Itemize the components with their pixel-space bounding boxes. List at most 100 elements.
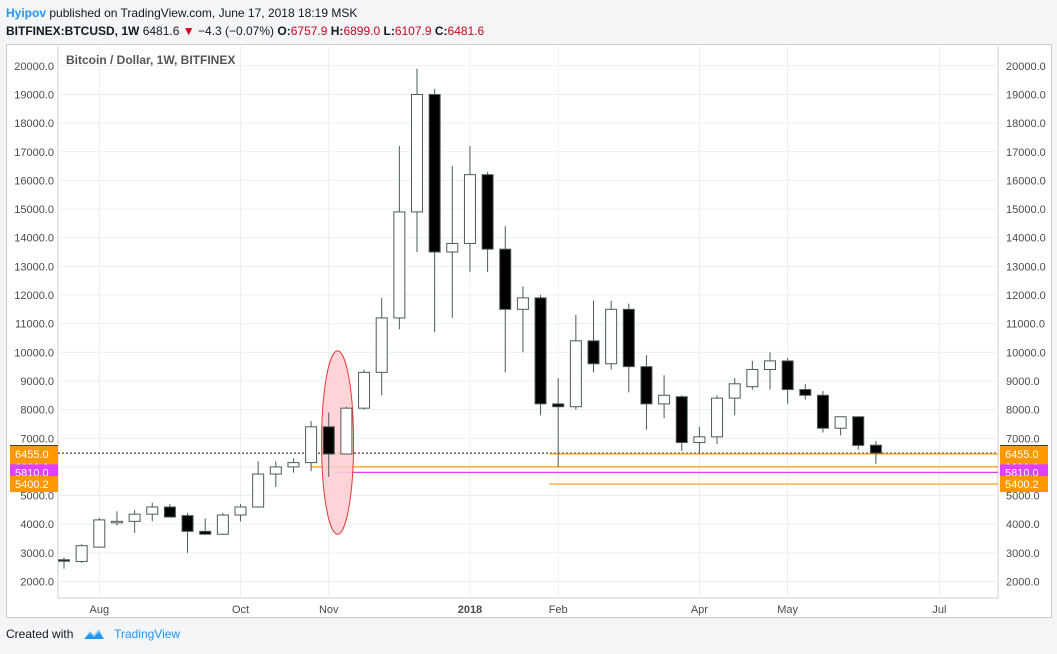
candle-body — [675, 396, 688, 444]
candle — [764, 352, 776, 390]
candle — [411, 68, 423, 253]
y-tick-label-right: 12000.0 — [1006, 290, 1046, 302]
candle — [534, 295, 547, 416]
y-axis-left: 2000.03000.04000.05000.06000.07000.08000… — [14, 61, 54, 589]
candle — [287, 458, 300, 473]
close-value: 6481.6 — [447, 24, 485, 38]
candle — [181, 512, 194, 553]
candle-body — [340, 407, 353, 455]
candle-body — [269, 466, 282, 475]
candle-body — [534, 297, 547, 405]
candle-body — [499, 248, 512, 310]
candle-body — [605, 308, 618, 365]
candle-body — [358, 371, 371, 409]
candle-body — [746, 368, 759, 388]
ohlc-line: BITFINEX:BTCUSD, 1W 6481.6 ▼ −4.3 (−0.07… — [6, 22, 484, 40]
published-text: published on TradingView.com, June 17, 2… — [49, 6, 358, 20]
candle — [305, 421, 318, 472]
y-tick-label-right: 11000.0 — [1006, 319, 1045, 331]
y-tick-label-right: 8000.0 — [1006, 405, 1040, 417]
y-tick-label-left: 15000.0 — [14, 204, 54, 216]
y-tick-label-left: 18000.0 — [14, 118, 54, 130]
y-tick-label-left: 3000.0 — [20, 548, 54, 560]
y-tick-label-left: 13000.0 — [14, 261, 54, 273]
y-tick-label-left: 8000.0 — [20, 405, 54, 417]
candle-body — [234, 506, 247, 516]
candle — [252, 461, 265, 508]
candle — [499, 226, 512, 373]
candle-body — [58, 559, 70, 562]
candle — [269, 461, 282, 487]
y-tick-label-left: 17000.0 — [14, 147, 54, 159]
candle-body — [146, 506, 159, 515]
candle — [834, 416, 847, 436]
price-tag-left-bg — [10, 445, 58, 462]
open-value: 6757.9 — [290, 24, 328, 38]
candle — [481, 171, 494, 273]
candle-body — [869, 444, 882, 454]
low-label: L: — [383, 24, 395, 38]
candle — [322, 412, 335, 477]
y-tick-label-left: 2000.0 — [20, 577, 54, 589]
candle — [446, 166, 459, 318]
y-tick-label-left: 11000.0 — [15, 319, 54, 331]
low-value: 6107.9 — [394, 24, 432, 38]
created-with-text: Created with — [6, 627, 74, 641]
price-tags: 6481.66481.66455.06455.06000.06000.05810… — [10, 445, 1048, 493]
candle-body — [711, 397, 724, 438]
candle-body — [799, 389, 812, 396]
y-tick-label-right: 18000.0 — [1006, 118, 1046, 130]
candle-body — [463, 174, 476, 244]
author-link[interactable]: Hyipov — [6, 6, 47, 20]
y-tick-label-right: 19000.0 — [1006, 89, 1046, 101]
y-tick-label-left: 19000.0 — [14, 89, 54, 101]
candle-body — [287, 462, 300, 468]
candle — [58, 557, 70, 569]
y-axis-right[interactable]: 2000.03000.04000.05000.06000.07000.08000… — [1006, 61, 1046, 589]
candle — [658, 375, 671, 419]
y-tick-label-right: 17000.0 — [1006, 147, 1046, 159]
candle-body — [852, 416, 865, 446]
last-price: 6481.6 — [142, 24, 180, 38]
candle-body — [411, 93, 423, 213]
candle-body — [587, 340, 600, 365]
y-tick-label-right: 9000.0 — [1006, 376, 1040, 388]
candle-body — [393, 211, 406, 319]
candle-body — [75, 545, 88, 562]
candle-body — [93, 519, 106, 548]
candle — [163, 504, 176, 518]
candle — [852, 416, 865, 450]
candle — [781, 358, 794, 404]
candle-body — [446, 242, 459, 253]
candle — [622, 303, 635, 393]
candle — [146, 502, 159, 522]
price-tag-left-label: 6455.0 — [15, 449, 49, 461]
candle — [816, 390, 829, 433]
candle-body — [216, 514, 229, 535]
candlestick-chart[interactable]: 2000.03000.04000.05000.06000.07000.08000… — [0, 0, 1057, 620]
candle — [358, 369, 371, 410]
candle — [640, 355, 653, 430]
tradingview-logo-icon — [83, 629, 104, 639]
candle-body — [658, 394, 671, 405]
high-value: 6899.0 — [343, 24, 381, 38]
candle — [711, 395, 724, 444]
y-tick-label-left: 16000.0 — [14, 175, 54, 187]
tradingview-link[interactable]: TradingView — [114, 627, 181, 641]
y-tick-label-left: 4000.0 — [20, 519, 54, 531]
candle-body — [552, 403, 565, 408]
y-tick-label-left: 20000.0 — [14, 61, 54, 73]
y-tick-label-right: 5000.0 — [1006, 491, 1040, 503]
candles — [58, 68, 882, 569]
candle-body — [428, 93, 441, 253]
candle — [234, 504, 247, 522]
price-tag-left-bg — [10, 476, 58, 493]
candle-body — [781, 360, 794, 391]
x-tick-label: Feb — [549, 604, 568, 616]
x-tick-label: Nov — [319, 604, 339, 616]
candle — [393, 146, 406, 330]
candle-body — [516, 297, 529, 310]
candle-body — [181, 515, 194, 532]
candle — [428, 88, 441, 333]
candle — [552, 378, 565, 467]
